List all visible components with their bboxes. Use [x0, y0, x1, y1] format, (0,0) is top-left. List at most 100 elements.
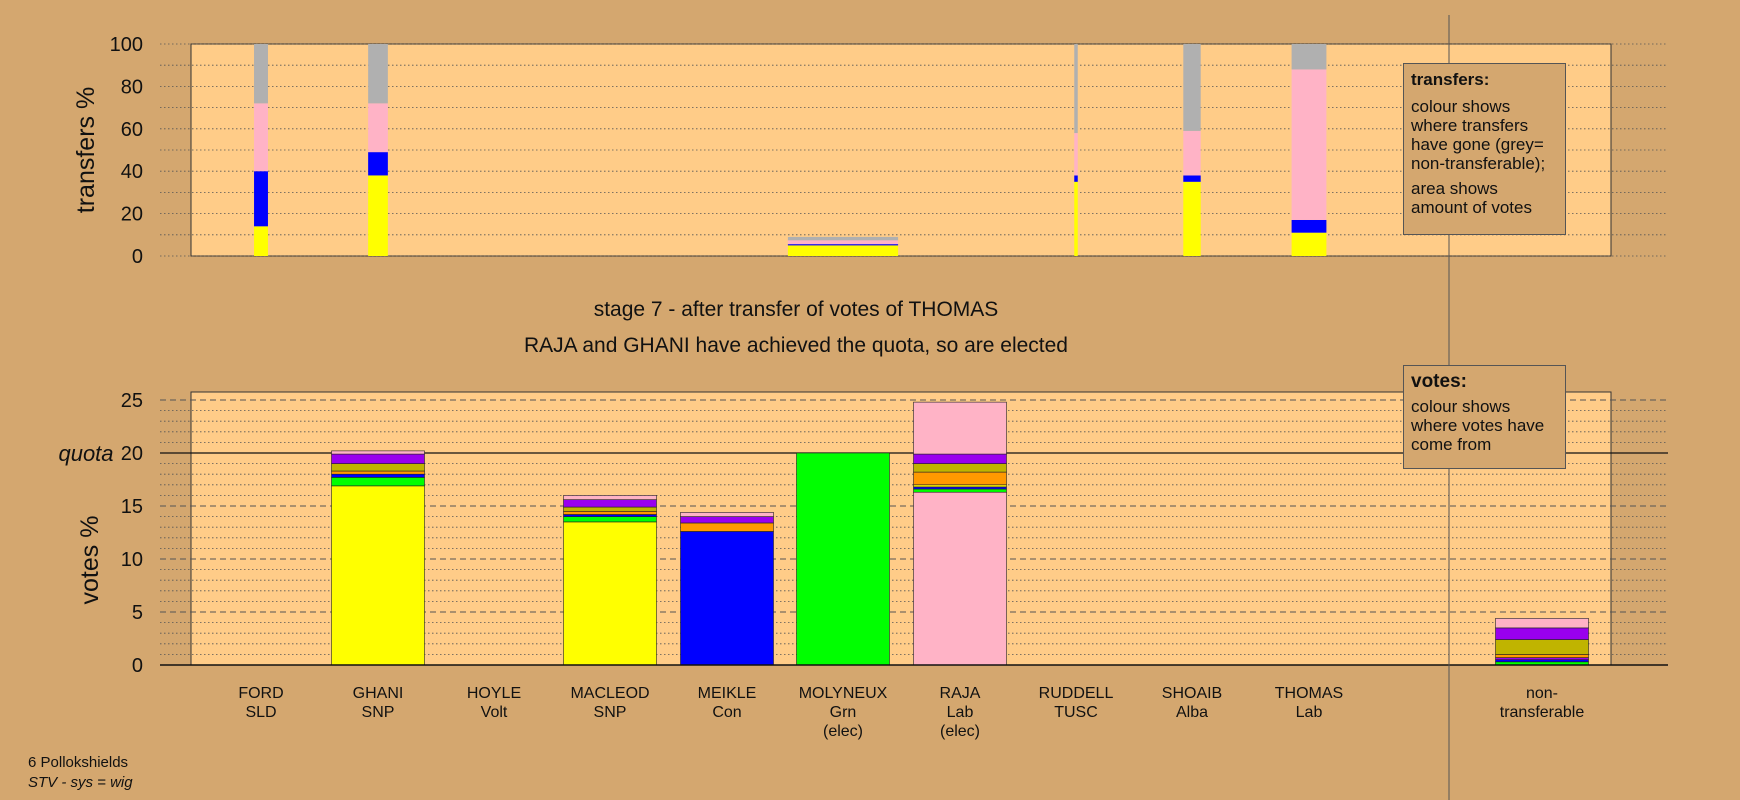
votes-legend: votes: colour shows where votes have com… [1403, 365, 1566, 469]
candidate-name-label: MOLYNEUX [799, 685, 888, 702]
vote-segment-lab [913, 401, 1007, 455]
votes-y-tick-label: 25 [121, 390, 143, 412]
vote-segment-grn [331, 477, 425, 487]
transfer-segment-nontransferable [787, 236, 899, 241]
transfers-y-tick-label: 20 [121, 204, 143, 226]
transfer-segment-con [1074, 175, 1078, 182]
vote-segment-lab [680, 512, 774, 517]
transfer-segment-snp [1074, 181, 1078, 256]
transfer-segment-con [368, 152, 388, 176]
vote-segment-snp [563, 521, 657, 666]
vote-segment-alba [1495, 627, 1589, 640]
candidate-name-label: RUDDELL [1039, 685, 1114, 702]
votes-y-tick-label: 5 [132, 602, 143, 624]
candidate-name-label: RAJA [940, 685, 981, 702]
votes-legend-line1: colour shows where votes have come from [1411, 397, 1545, 454]
votes-y-tick-label: 15 [121, 496, 143, 518]
candidate-elected-label: (elec) [940, 723, 980, 740]
vote-segment-other [913, 471, 1007, 486]
candidate-party-label: Con [712, 704, 741, 721]
candidate-party-label: SNP [594, 704, 627, 721]
vote-segment-lab [1495, 618, 1589, 629]
vote-segment-lab [331, 450, 425, 455]
transfer-segment-lab [368, 103, 388, 153]
vote-segment-con [680, 531, 774, 666]
transfer-segment-nontransferable [1291, 44, 1327, 70]
candidate-party-label: Lab [1296, 704, 1323, 721]
vote-segment-con [913, 486, 1007, 490]
transfers-legend-line2: area shows amount of votes [1411, 179, 1532, 217]
vote-bar-meikle [680, 512, 774, 666]
transfers-y-tick-label: 100 [110, 34, 143, 56]
elected-note: RAJA and GHANI have achieved the quota, … [524, 334, 1068, 357]
transfers-legend-title: transfers: [1411, 70, 1490, 89]
transfer-segment-snp [1291, 232, 1327, 256]
transfer-segment-snp [787, 245, 899, 256]
transfer-segment-con [787, 244, 899, 246]
transfer-segment-nontransferable [254, 44, 268, 104]
candidate-name-label: SHOAIB [1162, 685, 1222, 702]
vote-segment-other [1495, 654, 1589, 658]
vote-bar-molyneux [796, 452, 890, 666]
vote-segment-olive [563, 506, 657, 512]
votes-plot-area [190, 391, 1612, 666]
stage-title: stage 7 - after transfer of votes of THO… [594, 298, 999, 321]
vote-bar-macleod [563, 495, 657, 666]
vote-bar-raja [913, 401, 1007, 666]
candidate-party-label: TUSC [1054, 704, 1098, 721]
vote-segment-grn [796, 452, 890, 666]
transfer-segment-lab [1291, 69, 1327, 220]
transfers-y-tick-label: 40 [121, 161, 143, 183]
system-note: STV - sys = wig [28, 774, 133, 791]
candidate-party-label: Grn [830, 704, 857, 721]
vote-segment-lab [913, 491, 1007, 666]
vote-segment-other [680, 522, 774, 532]
transfer-segment-snp [368, 175, 388, 256]
transfer-segment-lab [787, 240, 899, 245]
candidate-party-label: Lab [947, 704, 974, 721]
transfers-y-tick-label: 0 [132, 246, 143, 268]
transfer-segment-con [254, 171, 268, 227]
vote-segment-other [331, 470, 425, 475]
votes-y-axis-label: votes % [76, 516, 104, 605]
votes-y-tick-label: 20 [121, 443, 143, 465]
votes-y-tick-label: 0 [132, 655, 143, 677]
transfers-legend: transfers: colour shows where transfers … [1403, 63, 1566, 235]
transfer-segment-lab [254, 103, 268, 172]
vote-segment-lab [563, 495, 657, 500]
vote-bar-non-transferable [1495, 618, 1589, 666]
vote-segment-olive [331, 463, 425, 472]
vote-segment-alba [1495, 657, 1589, 661]
vote-segment-alba [563, 499, 657, 508]
transfer-bar-ford [254, 44, 268, 256]
transfers-y-tick-label: 80 [121, 76, 143, 98]
transfer-bar-thomas [1291, 44, 1327, 256]
transfer-bar-ghani [368, 44, 388, 256]
transfer-bar-ruddell [1074, 44, 1078, 256]
nontransferable-label: non- [1526, 685, 1558, 702]
candidate-elected-label: (elec) [823, 723, 863, 740]
votes-y-tick-label: 10 [121, 549, 143, 571]
transfer-segment-lab [1183, 130, 1201, 176]
transfer-segment-snp [1183, 181, 1201, 256]
transfers-legend-line1: colour shows where transfers have gone (… [1411, 97, 1546, 173]
transfer-bar-shoaib [1183, 44, 1201, 256]
candidate-name-label: MACLEOD [570, 685, 649, 702]
vote-segment-snp [331, 485, 425, 666]
vote-segment-con [563, 514, 657, 517]
votes-legend-title: votes: [1411, 371, 1467, 392]
ward-name: 6 Pollokshields [28, 754, 129, 771]
candidate-party-label: Volt [481, 704, 508, 721]
vote-segment-grn [563, 516, 657, 523]
candidate-name-label: HOYLE [467, 685, 521, 702]
transfer-segment-nontransferable [1183, 44, 1201, 131]
vote-segment-snp [913, 484, 1007, 488]
transfer-bar-molyneux [787, 236, 899, 256]
transfers-y-axis-label: transfers % [72, 87, 100, 213]
transfer-segment-con [1183, 175, 1201, 182]
transfer-segment-nontransferable [368, 44, 388, 104]
vote-segment-grn [913, 488, 1007, 493]
vote-segment-alba [680, 516, 774, 524]
vote-segment-olive [913, 463, 1007, 473]
